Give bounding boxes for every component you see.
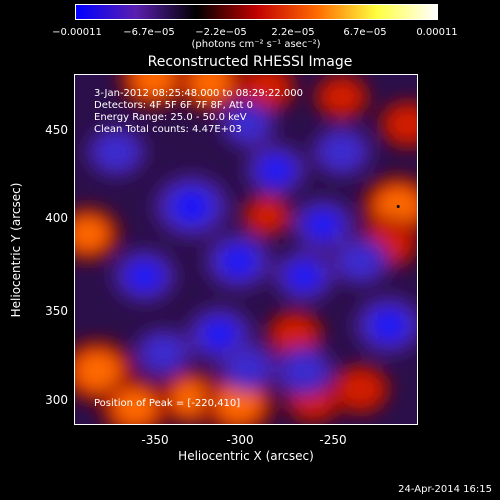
heatmap-positive-source (384, 104, 417, 144)
heatmap-positive-source (172, 382, 211, 415)
colorbar-tick-label: 0.00011 (416, 27, 458, 38)
heatmap-negative-region (175, 192, 208, 221)
colorbar-tick-label: 2.2e−05 (271, 27, 315, 38)
x-tick-label: -350 (141, 433, 169, 447)
annotation-time-range: 3-Jan-2012 08:25:48.000 to 08:29:22.000 (94, 88, 303, 99)
heatmap-negative-region (309, 213, 337, 236)
colorbar-unit-label: (photons cm⁻² s⁻¹ asec⁻²) (191, 39, 321, 50)
y-tick-label: 350 (45, 304, 68, 318)
heatmap-negative-region (224, 249, 253, 274)
colorbar-tick-label: 6.7e−05 (343, 27, 387, 38)
heatmap-negative-region (291, 264, 318, 288)
heatmap-positive-source (190, 75, 231, 100)
heatmap-positive-source (243, 75, 291, 108)
annotation-peak: Position of Peak = [-220,410] (94, 398, 241, 409)
heatmap-positive-source (133, 75, 175, 97)
heatmap-positive-source (337, 369, 385, 410)
x-axis-label: Heliocentric X (arcsec) (178, 449, 314, 463)
y-tick-label: 300 (45, 393, 68, 407)
heatmap-negative-region (340, 243, 382, 279)
heatmap-positive-source (246, 198, 287, 233)
heatmap-negative-region (227, 349, 269, 385)
heatmap-negative-region (131, 264, 159, 288)
heatmap-positive-source (272, 315, 318, 354)
heatmap-negative-region (142, 335, 184, 371)
y-axis-label: Heliocentric Y (arcsec) (9, 182, 23, 318)
annotation-method: Clean Total counts: 4.47E+03 (94, 124, 242, 135)
x-tick-label: -250 (319, 433, 347, 447)
heatmap-positive-source (114, 389, 156, 424)
heatmap-negative-region (262, 158, 290, 182)
peak-marker (396, 205, 400, 209)
colorbar-tick-label: −2.2e−05 (195, 27, 247, 38)
annotation-energy: Energy Range: 25.0 - 50.0 keV (94, 112, 247, 123)
y-tick-label: 450 (45, 123, 68, 137)
chart-title: Reconstructed RHESSI Image (147, 54, 353, 70)
heatmap-image (75, 75, 417, 424)
heatmap-negative-region (374, 312, 404, 338)
colorbar-tick-label: −0.00011 (52, 27, 102, 38)
colorbar (75, 4, 438, 20)
colorbar-tick-label: −6.7e−05 (123, 27, 175, 38)
heatmap-positive-source (376, 187, 417, 226)
footer-date: 24-Apr-2014 16:15 (398, 484, 492, 495)
heatmap-positive-source (216, 385, 261, 423)
heatmap-positive-source (319, 78, 364, 116)
heatmap-plot-area (74, 74, 418, 425)
heatmap-negative-region (320, 133, 364, 170)
x-tick-label: -300 (226, 433, 254, 447)
heatmap-negative-region (228, 107, 268, 142)
heatmap-positive-source (75, 217, 108, 251)
annotation-detectors: Detectors: 4F 5F 6F 7F 8F, Att 0 (94, 100, 254, 111)
heatmap-positive-source (75, 352, 120, 390)
heatmap-negative-region (283, 353, 326, 390)
y-tick-label: 400 (45, 211, 68, 225)
heatmap-negative-region (205, 322, 234, 347)
heatmap-negative-region (95, 133, 138, 170)
